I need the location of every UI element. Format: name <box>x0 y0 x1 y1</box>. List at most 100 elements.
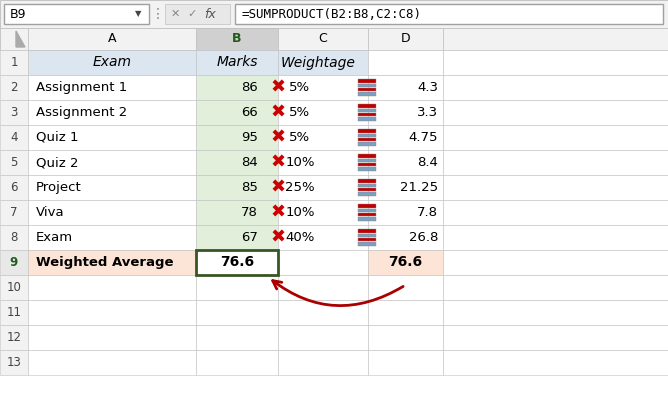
Bar <box>358 242 376 246</box>
Bar <box>28 250 196 275</box>
Text: 10%: 10% <box>285 206 315 219</box>
Bar <box>358 213 376 216</box>
Bar <box>278 275 368 300</box>
Bar <box>196 100 278 125</box>
Bar <box>0 225 28 250</box>
Bar <box>196 350 278 375</box>
Text: 5%: 5% <box>289 131 311 144</box>
Text: 67: 67 <box>241 231 258 244</box>
Text: ✖: ✖ <box>271 153 285 171</box>
Bar <box>0 50 28 75</box>
Bar <box>196 225 278 250</box>
Text: Project: Project <box>36 181 81 194</box>
Bar <box>358 229 376 233</box>
Text: 66: 66 <box>241 106 258 119</box>
Bar <box>278 175 368 200</box>
Bar <box>0 275 28 300</box>
Text: 6: 6 <box>10 181 18 194</box>
Text: B: B <box>232 32 242 45</box>
Text: B9: B9 <box>10 8 27 21</box>
Bar <box>0 28 28 50</box>
Text: ▼: ▼ <box>135 10 141 18</box>
Bar <box>0 325 28 350</box>
Text: ✖: ✖ <box>271 129 285 147</box>
Bar <box>443 250 668 275</box>
Bar <box>368 175 443 200</box>
Bar <box>278 350 368 375</box>
Text: Assignment 2: Assignment 2 <box>36 106 127 119</box>
Bar <box>358 163 376 166</box>
Bar <box>358 129 376 133</box>
Bar <box>358 88 376 92</box>
Bar <box>368 350 443 375</box>
Text: 78: 78 <box>241 206 258 219</box>
Bar <box>278 225 368 250</box>
Bar <box>196 28 278 50</box>
Bar <box>196 200 278 225</box>
Text: ⋮: ⋮ <box>151 7 165 21</box>
Bar <box>443 175 668 200</box>
Text: C: C <box>319 32 327 45</box>
Text: 5: 5 <box>10 156 17 169</box>
Text: 84: 84 <box>241 156 258 169</box>
Text: 10: 10 <box>7 281 21 294</box>
Text: 25%: 25% <box>285 181 315 194</box>
Text: 7: 7 <box>10 206 18 219</box>
Text: ✖: ✖ <box>271 178 285 197</box>
Text: 3: 3 <box>10 106 17 119</box>
Bar <box>358 104 376 108</box>
Bar <box>443 75 668 100</box>
Bar <box>368 300 443 325</box>
Bar <box>358 192 376 196</box>
Text: 40%: 40% <box>285 231 315 244</box>
Text: 7.8: 7.8 <box>417 206 438 219</box>
Bar <box>28 75 196 100</box>
Bar <box>196 75 278 100</box>
Bar <box>278 300 368 325</box>
Text: 8.4: 8.4 <box>417 156 438 169</box>
Text: ✕: ✕ <box>170 9 180 19</box>
Bar <box>358 79 376 83</box>
Text: Weighted Average: Weighted Average <box>36 256 174 269</box>
Text: 12: 12 <box>7 331 21 344</box>
Text: ✖: ✖ <box>271 79 285 97</box>
Text: 9: 9 <box>10 256 18 269</box>
Text: 86: 86 <box>241 81 258 94</box>
Bar <box>28 350 196 375</box>
Bar <box>358 142 376 146</box>
Bar <box>0 350 28 375</box>
Bar <box>368 200 443 225</box>
Text: Exam: Exam <box>92 55 132 69</box>
Bar <box>443 325 668 350</box>
Bar <box>358 154 376 158</box>
Text: ✖: ✖ <box>271 103 285 121</box>
Bar <box>196 50 278 75</box>
Bar <box>443 150 668 175</box>
Bar <box>278 28 368 50</box>
Bar <box>358 109 376 112</box>
Bar <box>278 50 368 75</box>
Bar <box>0 175 28 200</box>
Polygon shape <box>16 31 25 47</box>
Text: D: D <box>401 32 410 45</box>
Bar <box>278 150 368 175</box>
Text: 4.3: 4.3 <box>417 81 438 94</box>
Bar <box>28 200 196 225</box>
Bar <box>368 250 443 275</box>
Text: 4.75: 4.75 <box>409 131 438 144</box>
Bar <box>368 50 443 75</box>
Text: =SUMPRODUCT(B2:B8,C2:C8): =SUMPRODUCT(B2:B8,C2:C8) <box>242 8 422 21</box>
Bar <box>4 4 149 24</box>
Bar <box>196 275 278 300</box>
Text: ✓: ✓ <box>187 9 196 19</box>
Bar <box>443 350 668 375</box>
Bar <box>443 225 668 250</box>
Bar <box>278 325 368 350</box>
Bar <box>358 92 376 96</box>
Text: Quiz 1: Quiz 1 <box>36 131 79 144</box>
Bar <box>0 28 668 50</box>
Bar <box>368 125 443 150</box>
Bar <box>278 250 368 275</box>
Text: 76.6: 76.6 <box>388 255 423 270</box>
Text: fx: fx <box>204 8 216 21</box>
